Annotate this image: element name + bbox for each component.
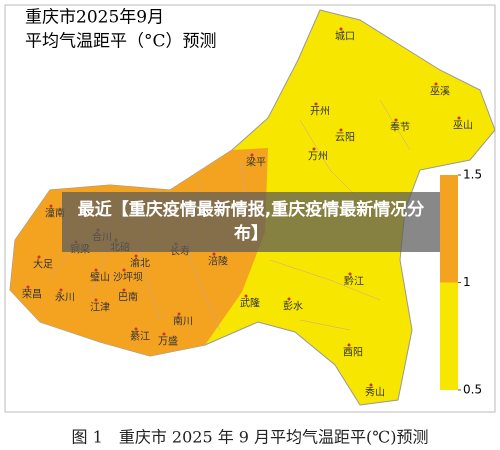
place-dot (314, 102, 318, 106)
place-label: 梁平 (246, 156, 266, 169)
caption: 图 1 重庆市 2025 年 9 月平均气温距平(℃)预测 (72, 428, 429, 447)
place-dot (347, 343, 351, 347)
place-dot (212, 252, 216, 256)
place-dot (134, 254, 138, 258)
place-label: 大足 (33, 258, 53, 271)
place-label: 万州 (308, 151, 328, 163)
place-label: 武隆 (240, 297, 260, 310)
legend-tick-label: 0.5 (463, 383, 482, 397)
legend-segment (440, 282, 458, 390)
place-dot (122, 268, 126, 272)
place-label: 酉阳 (343, 347, 363, 359)
place-dot (287, 297, 291, 301)
place-dot (339, 128, 343, 132)
place-dot (394, 118, 398, 122)
place-label: 荣昌 (22, 289, 42, 301)
place-dot (348, 272, 352, 276)
place-dot (312, 147, 316, 151)
place-label: 綦江 (130, 330, 150, 343)
place-dot (244, 294, 248, 298)
place-dot (26, 285, 30, 289)
banner: 最近【重庆疫情最新情报,重庆疫情最新情况分布】 (62, 192, 440, 252)
place-dot (134, 327, 138, 331)
title-line: 重庆市2025年9月 (25, 8, 164, 28)
place-dot (250, 153, 254, 157)
legend-tick-label: 1 (463, 275, 471, 289)
place-dot (369, 383, 373, 387)
place-label: 开州 (310, 106, 330, 118)
place-dot (49, 204, 53, 208)
place-dot (59, 288, 63, 292)
place-label: 潼南 (45, 207, 65, 220)
place-label: 南川 (173, 315, 193, 328)
place-dot (122, 288, 126, 292)
place-label: 永川 (55, 291, 75, 304)
place-label: 秀山 (365, 387, 385, 399)
place-label: 江津 (90, 302, 110, 314)
legend: 1.5 1 0.5 (440, 168, 482, 397)
place-label: 巴南 (118, 291, 138, 304)
place-dot (37, 255, 41, 259)
place-label: 巫山 (453, 120, 473, 132)
place-dot (177, 312, 181, 316)
place-label: 彭水 (283, 300, 303, 313)
legend-segment (440, 175, 458, 283)
place-label: 奉节 (390, 121, 410, 134)
place-label: 沙坪坝 (113, 271, 143, 284)
place-dot (457, 116, 461, 120)
place-label: 巫溪 (430, 86, 450, 98)
place-label: 涪陵 (208, 255, 228, 268)
place-label: 万盛 (158, 335, 178, 348)
place-dot (94, 298, 98, 302)
place-label: 黔江 (344, 275, 364, 288)
place-label: 渝北 (130, 257, 150, 270)
place-label: 璧山 (90, 271, 110, 284)
place-dot (162, 332, 166, 336)
legend-tick-label: 1.5 (463, 168, 482, 182)
place-dot (339, 27, 343, 31)
place-label: 云阳 (335, 132, 355, 144)
place-label: 城口 (335, 31, 355, 43)
place-dot (94, 268, 98, 272)
place-dot (434, 82, 438, 86)
title-line: 平均气温距平（°C）预测 (25, 32, 217, 52)
